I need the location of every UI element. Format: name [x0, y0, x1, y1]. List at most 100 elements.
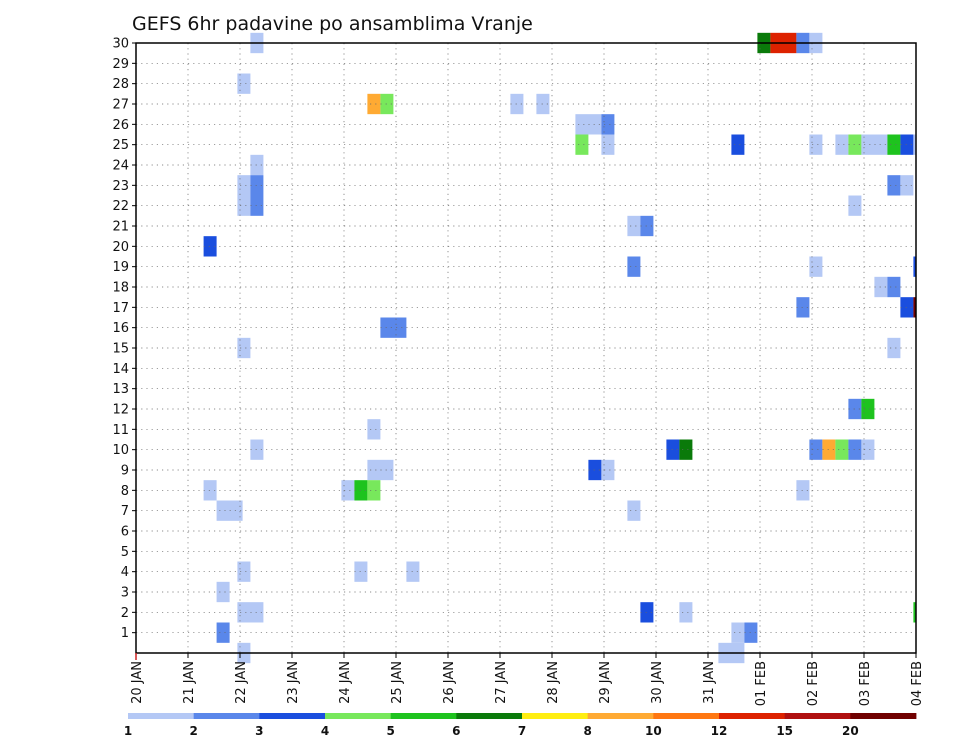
heatmap-cell [367, 93, 381, 115]
x-tick-label: 28 JAN [546, 661, 561, 704]
heatmap-cell [380, 317, 407, 338]
x-tick-label: 20 JAN [130, 661, 145, 704]
heatmap-cell [809, 256, 823, 277]
heatmap-cell [822, 439, 836, 460]
y-axis-ticks: 1234567891011121314151617181920212223242… [112, 37, 136, 641]
heatmap-cell [913, 297, 916, 318]
heatmap-cell [640, 602, 654, 623]
heatmap-cell [744, 622, 758, 643]
y-tick-label: 23 [112, 179, 129, 194]
y-tick-label: 12 [112, 403, 129, 418]
heatmap-cell [237, 561, 251, 582]
heatmap-cell [237, 175, 251, 196]
y-tick-label: 5 [121, 545, 129, 560]
heatmap-cell [809, 439, 823, 460]
y-tick-label: 3 [121, 586, 129, 601]
y-tick-label: 18 [112, 281, 129, 296]
y-tick-label: 11 [112, 423, 129, 438]
y-tick-label: 17 [112, 301, 129, 316]
x-tick-label: 02 FEB [806, 661, 821, 706]
heatmap-cell [900, 175, 914, 196]
colorbar-label: 7 [518, 724, 526, 738]
y-tick-label: 27 [112, 98, 129, 113]
heatmap-cell [861, 439, 875, 460]
y-tick-label: 29 [112, 57, 129, 72]
heatmap-cell [203, 236, 217, 257]
heatmap-cell [627, 256, 641, 277]
heatmap-cell [679, 602, 693, 623]
colorbar-swatch [653, 713, 720, 719]
heatmap-cell [913, 134, 916, 155]
x-axis-ticks: 20 JAN 21 JAN 22 JAN 23 JAN 24 JAN 25 JAN 26 J… [130, 653, 925, 706]
y-tick-label: 22 [112, 199, 129, 214]
x-tick-label: 25 JAN [390, 661, 405, 704]
heatmap-cell [341, 480, 355, 501]
colorbar-swatch [390, 713, 457, 719]
heatmap-cell [250, 154, 264, 176]
colorbar-label: 6 [452, 724, 460, 738]
heatmap-cell [237, 337, 251, 359]
x-tick-label: 27 JAN [494, 661, 509, 704]
y-tick-label: 20 [112, 240, 129, 255]
colorbar-label: 2 [189, 724, 197, 738]
colorbar-label: 3 [255, 724, 263, 738]
colorbar-label: 20 [842, 724, 859, 738]
heatmap-cell [354, 480, 368, 501]
x-tick-label: 31 JAN [702, 661, 717, 704]
heatmap-cell [250, 195, 264, 216]
y-tick-label: 21 [112, 220, 129, 235]
heatmap-cell [216, 622, 230, 643]
x-tick-label: 01 FEB [754, 661, 769, 706]
colorbar-label: 4 [321, 724, 329, 738]
heatmap-cell [887, 134, 901, 155]
colorbar-swatch [522, 713, 589, 719]
y-tick-label: 28 [112, 77, 129, 92]
heatmap-cell [887, 175, 901, 196]
colorbar-swatch [259, 713, 326, 719]
heatmap-cell [588, 459, 602, 481]
heatmap-cell [796, 480, 810, 501]
heatmap-cell [367, 480, 381, 501]
heatmap-cell [731, 134, 745, 155]
colorbar-legend: 1 2 3 4 5 6 7 8 10 12 15 20 [124, 713, 917, 738]
heatmap-cell [237, 73, 251, 94]
y-tick-label: 19 [112, 260, 129, 275]
colorbar-swatch [784, 713, 851, 719]
colorbar-swatch [325, 713, 392, 719]
heatmap-cell [203, 480, 217, 501]
heatmap-cell [601, 114, 615, 135]
heatmap-cell [575, 134, 589, 155]
colorbar-label: 5 [386, 724, 394, 738]
heatmap-cell [848, 439, 862, 460]
heatmap-cell [601, 459, 615, 481]
heatmap-cell [874, 276, 888, 298]
colorbar-swatch [193, 713, 260, 719]
y-tick-label: 14 [112, 362, 129, 377]
y-tick-label: 13 [112, 382, 129, 397]
y-tick-label: 26 [112, 118, 129, 133]
x-tick-label: 21 JAN [182, 661, 197, 704]
heatmap-cell [536, 93, 550, 115]
heatmap-cell [237, 195, 251, 216]
heatmap-cell [367, 459, 394, 481]
x-tick-label: 29 JAN [598, 661, 613, 704]
y-tick-label: 7 [121, 504, 129, 519]
heatmap-cell [809, 134, 823, 155]
x-tick-label: 22 JAN [234, 661, 249, 704]
heatmap-cell [861, 398, 875, 420]
heatmap-cell [848, 134, 862, 155]
y-tick-label: 8 [121, 484, 129, 499]
y-tick-label: 4 [121, 565, 129, 580]
x-tick-label: 23 JAN [286, 661, 301, 704]
y-tick-label: 15 [112, 342, 129, 357]
x-tick-label: 30 JAN [650, 661, 665, 704]
colorbar-swatch [587, 713, 654, 719]
colorbar-label: 10 [645, 724, 662, 738]
heatmap-cell [250, 439, 264, 460]
x-tick-label: 04 FEB [910, 661, 925, 706]
heatmap-cell [627, 500, 641, 521]
heatmap-cell [627, 215, 641, 237]
heatmap-cell [354, 561, 368, 582]
heatmap-cell [731, 622, 745, 643]
